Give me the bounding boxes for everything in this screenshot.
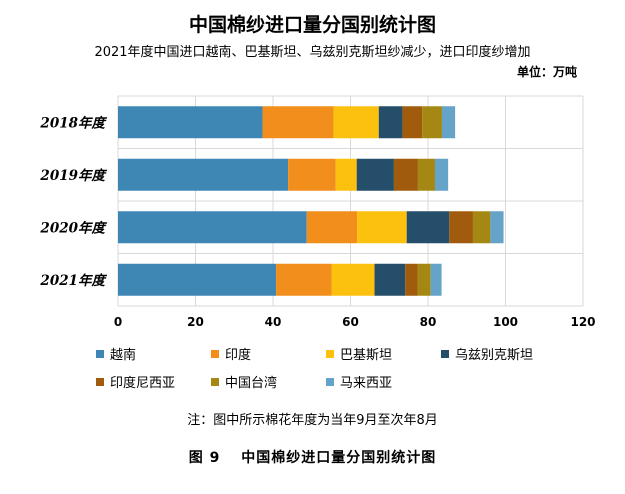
legend-swatch <box>96 349 104 358</box>
category-label: 2019年度 <box>39 168 107 184</box>
chart-subtitle: 2021年度中国进口越南、巴基斯坦、乌兹别克斯坦纱减少，进口印度纱增加 <box>94 45 531 60</box>
category-label: 2018年度 <box>39 115 107 131</box>
bar-segment <box>306 211 358 244</box>
legend-label: 巴基斯坦 <box>340 348 393 363</box>
legend-item: 巴基斯坦 <box>326 344 392 363</box>
legend-swatch <box>211 349 219 358</box>
bar-segment <box>118 263 277 296</box>
legend-item: 乌兹别克斯坦 <box>441 344 533 363</box>
bar-segment <box>276 263 332 296</box>
bar-segment <box>374 263 406 296</box>
legend-swatch <box>326 349 334 358</box>
legend-swatch <box>441 349 449 358</box>
bar-segment <box>434 158 449 191</box>
legend-swatch <box>96 377 104 386</box>
bar-segment <box>333 106 379 139</box>
bar-segment <box>393 158 418 191</box>
chart-title: 中国棉纱进口量分国别统计图 <box>188 14 436 36</box>
legend-label: 乌兹别克斯坦 <box>455 348 534 363</box>
bar-segment <box>356 158 394 191</box>
bar-segment <box>118 158 289 191</box>
legend-item: 印度 <box>211 344 251 363</box>
bar-segment <box>378 106 403 139</box>
bar-segment <box>417 263 431 296</box>
legend-item: 马来西亚 <box>326 372 392 391</box>
bar-segment <box>449 211 473 244</box>
legend-item: 中国台湾 <box>211 372 277 391</box>
category-label: 2021年度 <box>39 273 107 289</box>
bar-segment <box>430 263 442 296</box>
x-tick-label: 80 <box>420 315 437 329</box>
legend-swatch <box>211 377 219 386</box>
bar-segment <box>118 106 263 139</box>
x-tick-label: 20 <box>187 315 204 329</box>
x-tick-label: 40 <box>265 315 282 329</box>
legend-label: 印度 <box>225 348 252 363</box>
bar-segment <box>417 158 435 191</box>
bar-segment <box>262 106 334 139</box>
legend-item: 印度尼西亚 <box>96 372 175 391</box>
bar-segment <box>422 106 442 139</box>
figure-caption: 图 9 中国棉纱进口量分国别统计图 <box>188 450 437 466</box>
legend-label: 马来西亚 <box>340 376 393 391</box>
x-tick-label: 60 <box>342 315 359 329</box>
bar-segment <box>357 211 407 244</box>
legend-swatch <box>326 377 334 386</box>
legend-label: 越南 <box>110 348 137 363</box>
bar-segment <box>288 158 336 191</box>
x-tick-label: 120 <box>570 315 595 329</box>
bar-segment <box>441 106 456 139</box>
unit-label: 单位：万吨 <box>516 65 577 79</box>
stacked-bar-chart: 0 20 40 60 80 100 120 2018年度 2019年度 2020年度 2021年度 <box>39 95 596 329</box>
bar-segment <box>118 211 307 244</box>
bar-segment <box>472 211 491 244</box>
bar-segment <box>405 263 418 296</box>
category-label: 2020年度 <box>39 220 107 236</box>
legend-item: 越南 <box>96 344 136 363</box>
x-tick-label: 100 <box>493 315 518 329</box>
bar-segment <box>406 211 450 244</box>
bar-segment <box>490 211 504 244</box>
bar-segment <box>335 158 357 191</box>
bar-segment <box>331 263 375 296</box>
footnote: 注：图中所示棉花年度为当年9月至次年8月 <box>187 413 438 428</box>
x-tick-label: 0 <box>114 315 122 329</box>
legend-label: 中国台湾 <box>225 376 278 391</box>
legend-label: 印度尼西亚 <box>110 376 176 391</box>
bar-segment <box>402 106 423 139</box>
